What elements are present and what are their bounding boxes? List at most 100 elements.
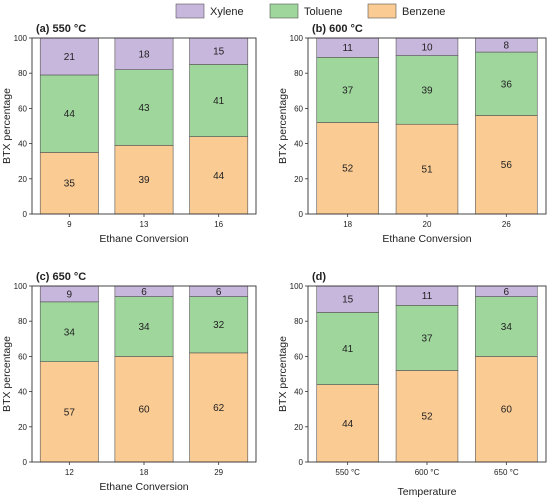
data-label-benzene-1: 44 xyxy=(342,419,354,430)
y-tick-label: 0 xyxy=(23,458,28,467)
x-axis-label: Ethane Conversion xyxy=(99,233,188,245)
data-label-toluene-1: 41 xyxy=(342,344,354,355)
bar-benzene-1 xyxy=(39,152,99,215)
plot-frame xyxy=(307,285,547,463)
data-label-benzene-3: 44 xyxy=(213,171,225,182)
y-tick-label: 20 xyxy=(18,175,27,184)
y-axis-label: BTX percentage xyxy=(1,336,13,412)
data-label-xylene-1: 9 xyxy=(67,289,73,300)
data-label-benzene-3: 56 xyxy=(501,160,513,171)
y-tick-label: 60 xyxy=(18,352,27,361)
bar-benzene-1 xyxy=(316,122,379,215)
bar-toluene-2 xyxy=(114,296,174,357)
data-label-xylene-3: 8 xyxy=(504,41,510,52)
legend-label-xylene: Xylene xyxy=(210,6,244,18)
y-tick-label: 100 xyxy=(290,282,304,291)
data-label-toluene-2: 37 xyxy=(421,333,433,344)
bar-xylene-1 xyxy=(316,285,379,313)
y-axis-label: BTX percentage xyxy=(277,88,289,164)
bar-xylene-3 xyxy=(189,37,249,65)
x-tick-label: 16 xyxy=(214,220,223,229)
legend-swatch-toluene xyxy=(269,3,299,19)
data-label-toluene-3: 34 xyxy=(501,322,513,333)
data-label-toluene-3: 36 xyxy=(501,79,513,90)
bar-toluene-1 xyxy=(39,74,99,153)
y-tick-label: 20 xyxy=(294,175,303,184)
legend-item-xylene: Xylene xyxy=(175,3,244,19)
y-tick-label: 100 xyxy=(290,34,304,43)
y-tick-label: 80 xyxy=(294,69,303,78)
data-label-toluene-2: 34 xyxy=(138,322,150,333)
plot-frame xyxy=(307,37,547,215)
panel-d: 44 41 15 550 °C 52 37 11 600 °C 60 34 6 650 °C 0 20 40… xyxy=(277,271,547,498)
y-axis-label: BTX percentage xyxy=(277,336,289,412)
data-label-xylene-2: 11 xyxy=(422,291,433,302)
data-label-xylene-2: 18 xyxy=(138,49,150,60)
legend-swatch-benzene xyxy=(367,3,397,19)
data-label-xylene-3: 6 xyxy=(504,287,510,298)
bar-toluene-1 xyxy=(316,57,379,123)
y-tick-label: 60 xyxy=(294,104,303,113)
legend-label-toluene: Toluene xyxy=(304,6,343,18)
data-label-toluene-3: 32 xyxy=(213,320,225,331)
y-tick-label: 40 xyxy=(294,388,303,397)
legend: Xylene Toluene Benzene xyxy=(175,3,445,19)
y-tick-label: 80 xyxy=(294,317,303,326)
bar-benzene-3 xyxy=(189,352,249,463)
legend-swatch-xylene xyxy=(175,3,205,19)
panel-title: (a) 550 °C xyxy=(36,23,86,35)
x-tick-label: 600 °C xyxy=(415,468,440,477)
x-tick-label: 13 xyxy=(140,220,149,229)
data-label-benzene-3: 60 xyxy=(501,405,513,416)
legend-item-benzene: Benzene xyxy=(367,3,445,19)
y-tick-label: 40 xyxy=(294,140,303,149)
bar-toluene-3 xyxy=(475,296,538,357)
data-label-xylene-2: 6 xyxy=(141,287,147,298)
bar-toluene-1 xyxy=(39,301,99,362)
panel-c: 57 34 9 12 60 34 6 18 62 32 6 29 0 20 40 60 80 100 (c) 650… xyxy=(1,271,257,493)
y-tick-label: 0 xyxy=(23,210,28,219)
y-tick-label: 100 xyxy=(14,34,28,43)
legend-label-benzene: Benzene xyxy=(402,6,445,18)
bar-toluene-3 xyxy=(475,51,538,116)
x-tick-label: 550 °C xyxy=(335,468,360,477)
data-label-benzene-2: 51 xyxy=(421,165,433,176)
data-label-benzene-1: 52 xyxy=(342,164,354,175)
bar-benzene-2 xyxy=(395,123,459,215)
bar-benzene-1 xyxy=(39,361,99,463)
y-tick-label: 100 xyxy=(14,282,28,291)
data-label-benzene-2: 39 xyxy=(138,175,150,186)
data-label-toluene-2: 43 xyxy=(138,103,150,114)
x-tick-label: 20 xyxy=(423,220,432,229)
data-label-xylene-2: 10 xyxy=(421,42,433,53)
y-tick-label: 40 xyxy=(18,140,27,149)
data-label-toluene-3: 41 xyxy=(213,96,225,107)
panel-title: (b) 600 °C xyxy=(312,23,363,35)
data-label-xylene-3: 15 xyxy=(213,47,225,58)
data-label-toluene-1: 34 xyxy=(64,327,76,338)
x-tick-label: 29 xyxy=(214,468,223,477)
data-label-benzene-1: 35 xyxy=(64,179,76,190)
y-tick-label: 0 xyxy=(299,458,304,467)
data-label-toluene-1: 37 xyxy=(342,85,354,96)
x-tick-label: 9 xyxy=(67,220,72,229)
data-label-xylene-1: 21 xyxy=(64,52,76,63)
bar-benzene-2 xyxy=(114,145,174,215)
bar-xylene-2 xyxy=(114,37,174,70)
x-tick-label: 650 °C xyxy=(494,468,519,477)
data-label-benzene-2: 52 xyxy=(421,412,433,423)
data-label-xylene-1: 11 xyxy=(342,43,353,54)
bar-benzene-3 xyxy=(189,136,249,215)
bar-benzene-1 xyxy=(316,384,379,463)
panel-a: 35 44 21 9 39 43 18 13 44 41 15 16 0 20 40 60 80 100 (a) 5… xyxy=(1,23,257,245)
panel-b: 52 37 11 18 51 39 10 20 56 36 8 26 0 20 40 60 80 100 (b) 6… xyxy=(277,23,547,245)
y-tick-label: 80 xyxy=(18,317,27,326)
x-tick-label: 26 xyxy=(502,220,511,229)
y-axis-label: BTX percentage xyxy=(1,88,13,164)
plot-frame xyxy=(31,285,257,463)
y-tick-label: 0 xyxy=(299,210,304,219)
bar-toluene-3 xyxy=(189,64,249,137)
bar-toluene-3 xyxy=(189,296,249,354)
x-tick-label: 18 xyxy=(343,220,352,229)
